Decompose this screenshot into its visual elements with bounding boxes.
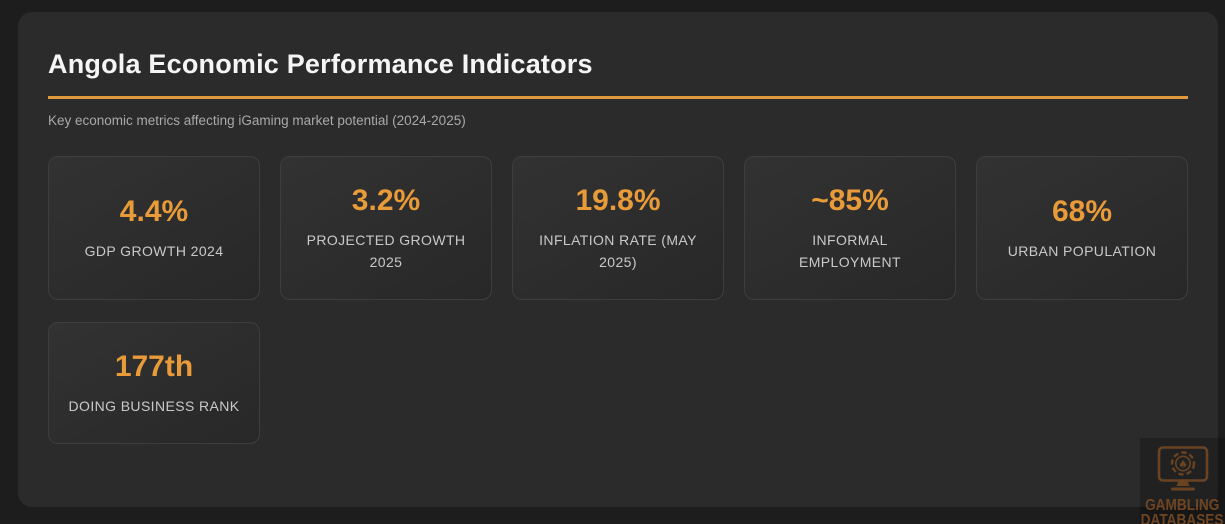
watermark-line2: DATABASES: [1141, 512, 1224, 524]
stat-card-informal-employment: ~85% INFORMAL EMPLOYMENT: [744, 156, 956, 301]
page-title: Angola Economic Performance Indicators: [48, 49, 593, 79]
stat-label: DOING BUSINESS RANK: [68, 398, 240, 415]
stat-value: 3.2%: [351, 184, 421, 218]
page-subtitle: Key economic metrics affecting iGaming m…: [48, 113, 466, 129]
stat-card-urban-population: 68% URBAN POPULATION: [976, 156, 1188, 301]
stat-label: INFLATION RATE (MAY 2025): [539, 232, 697, 271]
stat-label: INFORMAL EMPLOYMENT: [798, 232, 901, 271]
stat-value: 177th: [114, 350, 194, 384]
stat-label: GDP GROWTH 2024: [84, 243, 224, 260]
stat-value: 19.8%: [575, 184, 661, 218]
stat-card-doing-business-rank: 177th DOING BUSINESS RANK: [48, 322, 260, 445]
stat-value: 68%: [1051, 195, 1113, 229]
stat-label: URBAN POPULATION: [1007, 243, 1157, 260]
stat-label: PROJECTED GROWTH 2025: [306, 232, 466, 271]
economic-indicators-panel: Angola Economic Performance Indicators K…: [18, 12, 1218, 507]
watermark-line1: GAMBLING: [1145, 497, 1220, 514]
panel-header: Angola Economic Performance Indicators K…: [18, 12, 1218, 130]
stat-value: 4.4%: [119, 195, 189, 229]
svg-text:♠: ♠: [1178, 458, 1188, 471]
gambling-databases-watermark: ♠ GAMBLING DATABASES: [1140, 438, 1225, 524]
stat-value: ~85%: [811, 184, 889, 218]
stat-card-inflation-rate: 19.8% INFLATION RATE (MAY 2025): [512, 156, 724, 301]
stat-card-projected-growth: 3.2% PROJECTED GROWTH 2025: [280, 156, 492, 301]
monitor-poker-chip-spade-icon: ♠: [1152, 446, 1214, 497]
title-underline: [48, 96, 1188, 100]
stats-grid: 4.4% GDP GROWTH 2024 3.2% PROJECTED GROW…: [48, 156, 1188, 445]
stat-card-gdp-growth: 4.4% GDP GROWTH 2024: [48, 156, 260, 301]
